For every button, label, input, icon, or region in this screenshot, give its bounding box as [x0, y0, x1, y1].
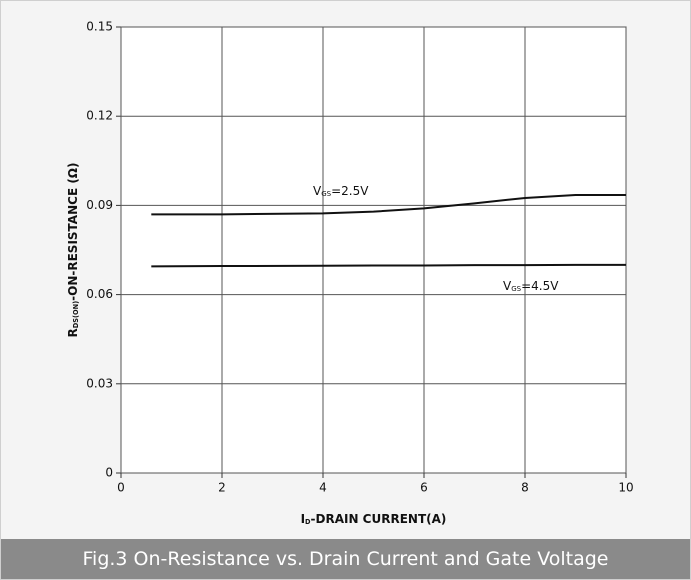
label-rest: =2.5V — [331, 184, 369, 198]
y-tick-label: 0.06 — [86, 287, 113, 301]
label-sub: GS — [321, 190, 331, 198]
label-main: R — [66, 328, 80, 337]
x-tick-label: 6 — [420, 481, 428, 495]
series-label: VGS=2.5V — [313, 184, 369, 199]
y-tick-label: 0.09 — [86, 198, 113, 212]
y-axis-label: RDS(ON)-ON-RESISTANCE (Ω) — [66, 163, 81, 338]
y-tick-label: 0.12 — [86, 109, 113, 123]
label-main: V — [503, 279, 512, 293]
x-tick-label: 4 — [319, 481, 327, 495]
caption: Fig.3 On-Resistance vs. Drain Current an… — [1, 539, 690, 579]
label-rest: -ON-RESISTANCE (Ω) — [66, 163, 80, 301]
label-main: V — [313, 184, 322, 198]
plot-area — [120, 26, 627, 474]
line — [151, 263, 626, 268]
series-label: VGS=4.5V — [503, 279, 559, 294]
y-tick-label: 0.15 — [86, 20, 113, 34]
x-tick-label: 2 — [218, 481, 226, 495]
label-sub: D — [305, 518, 311, 526]
x-tick-label: 0 — [117, 481, 125, 495]
x-tick-label: 10 — [618, 481, 633, 495]
line — [151, 193, 626, 216]
label-rest: -DRAIN CURRENT(A) — [311, 512, 447, 526]
x-axis-label: ID-DRAIN CURRENT(A) — [301, 512, 447, 527]
label-sub: GS — [511, 285, 521, 293]
label-sub: DS(ON) — [72, 301, 80, 328]
chart: 0 0.03 0.06 0.09 0.12 0.15 0 2 4 6 8 10 ID-DRAIN CUR… — [66, 20, 634, 527]
x-tick-label: 8 — [521, 481, 529, 495]
label-main: I — [301, 512, 305, 526]
label-rest: =4.5V — [521, 279, 559, 293]
y-tick-label: 0 — [105, 466, 113, 480]
y-tick-label: 0.03 — [86, 376, 113, 390]
